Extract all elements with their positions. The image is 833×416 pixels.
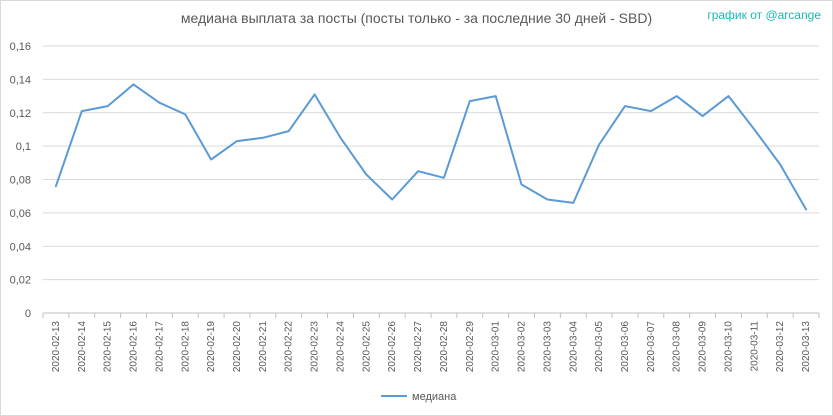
y-tick-label: 0 — [25, 308, 31, 320]
x-tick-label: 2020-02-25 — [361, 321, 372, 373]
x-tick-label: 2020-03-01 — [491, 321, 502, 373]
x-tick-label: 2020-03-04 — [568, 321, 579, 373]
y-tick-label: 0,1 — [16, 141, 31, 153]
x-tick-label: 2020-03-09 — [698, 321, 709, 373]
x-tick-label: 2020-03-05 — [594, 321, 605, 373]
y-tick-label: 0,14 — [10, 74, 31, 86]
y-tick-label: 0,16 — [10, 41, 31, 53]
x-tick-label: 2020-02-21 — [258, 321, 269, 373]
x-tick-label: 2020-02-13 — [51, 321, 62, 373]
y-tick-label: 0,02 — [10, 275, 31, 287]
watermark-credit: график от @arcange — [707, 8, 821, 22]
x-tick-label: 2020-02-23 — [310, 321, 321, 373]
y-tick-label: 0,12 — [10, 108, 31, 120]
x-tick-label: 2020-03-12 — [775, 321, 786, 373]
x-tick-label: 2020-02-28 — [439, 321, 450, 373]
x-tick-label: 2020-03-03 — [542, 321, 553, 373]
legend-label: медиана — [412, 391, 457, 403]
x-tick-label: 2020-02-15 — [103, 321, 114, 373]
x-tick-label: 2020-03-10 — [723, 321, 734, 373]
x-tick-label: 2020-03-02 — [517, 321, 528, 373]
y-tick-label: 0,04 — [10, 241, 31, 253]
x-tick-label: 2020-03-08 — [672, 321, 683, 373]
x-tick-label: 2020-02-26 — [387, 321, 398, 373]
x-tick-label: 2020-02-22 — [284, 321, 295, 373]
x-tick-label: 2020-02-27 — [413, 321, 424, 373]
x-tick-label: 2020-03-11 — [749, 321, 760, 372]
x-tick-label: 2020-02-24 — [335, 321, 346, 373]
x-tick-label: 2020-02-29 — [465, 321, 476, 373]
chart-title: медиана выплата за посты (посты только -… — [180, 10, 653, 26]
x-tick-label: 2020-02-16 — [129, 321, 140, 373]
y-tick-label: 0,08 — [10, 175, 31, 187]
series-line — [54, 83, 808, 211]
x-tick-label: 2020-02-14 — [77, 321, 88, 373]
x-tick-label: 2020-03-13 — [801, 321, 812, 373]
x-tick-label: 2020-02-18 — [180, 321, 191, 373]
x-tick-label: 2020-02-19 — [206, 321, 217, 373]
y-tick-label: 0,06 — [10, 208, 31, 220]
x-tick-label: 2020-02-20 — [232, 321, 243, 373]
x-tick-label: 2020-02-17 — [154, 321, 165, 373]
x-tick-label: 2020-03-07 — [646, 321, 657, 373]
x-tick-label: 2020-03-06 — [620, 321, 631, 373]
